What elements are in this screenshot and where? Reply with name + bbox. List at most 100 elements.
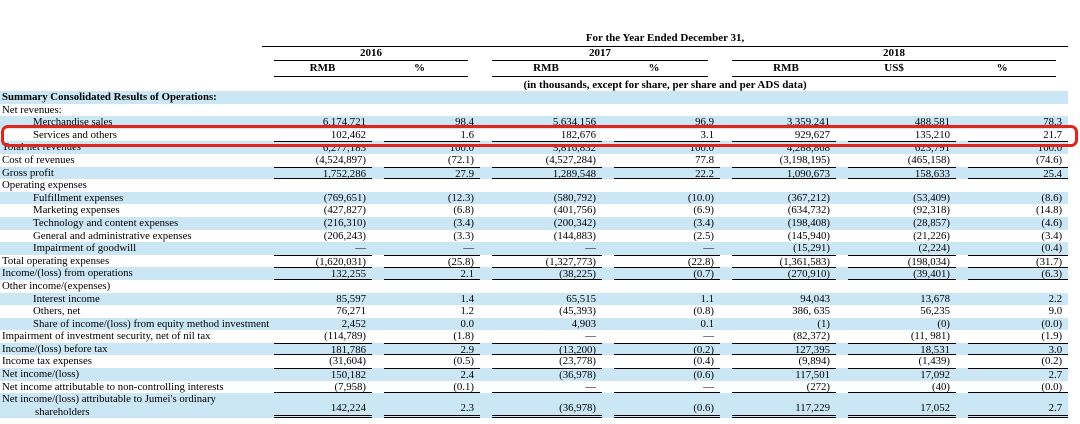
value-cell: 135,210 bbox=[836, 129, 956, 142]
units-group-2016: RMB % bbox=[262, 61, 480, 77]
cell-value: (144,883) bbox=[553, 229, 596, 242]
value-cell: (1.8) bbox=[372, 330, 480, 343]
value-cell: (0.8) bbox=[602, 305, 720, 318]
cell-value: (36,978) bbox=[492, 368, 602, 381]
value-cell: 5,816,832 bbox=[480, 141, 602, 154]
value-cell: — bbox=[372, 242, 480, 255]
value-cell: (2,224) bbox=[836, 242, 956, 255]
value-cell: 98.4 bbox=[372, 116, 480, 129]
cell-value: 3.0 bbox=[968, 342, 1069, 356]
value-cell: (198,034) bbox=[836, 254, 956, 268]
table-row: Interest income 85,597 1.4 65,515 1.1 94,043 1… bbox=[0, 292, 1069, 306]
value-cell: (36,978) bbox=[480, 393, 602, 419]
value-cell: 2.1 bbox=[372, 267, 480, 280]
cell-value: — bbox=[703, 330, 714, 343]
value-cell: (6.8) bbox=[372, 204, 480, 217]
table-row-highlighted: Services and others 102,462 1.6 182,676 3.1 9… bbox=[0, 129, 1068, 142]
value-cell: (1,439) bbox=[836, 355, 956, 368]
cell-value: (769,651) bbox=[323, 191, 366, 204]
value-cell: (12.3) bbox=[372, 192, 480, 205]
cell-value: 2.1 bbox=[384, 267, 480, 280]
cell-value: 78.3 bbox=[1043, 116, 1063, 129]
cell-value: (270,910) bbox=[732, 267, 836, 280]
cell-value: (200,342) bbox=[553, 216, 596, 229]
cell-value: 1,090,673 bbox=[732, 166, 836, 179]
value-cell: (53,409) bbox=[836, 192, 956, 205]
cell-value: 5,634,156 bbox=[552, 116, 596, 129]
table-row: General and administrative expenses (206,… bbox=[0, 230, 1068, 243]
value-cell: (23,778) bbox=[480, 355, 602, 368]
cell-value: (2,224) bbox=[918, 242, 950, 255]
cell-value: (45,393) bbox=[559, 305, 596, 318]
value-cell: 2.9 bbox=[372, 342, 480, 356]
cell-value: (4.6) bbox=[1041, 216, 1063, 229]
cell-value: (0.5) bbox=[453, 355, 474, 368]
value-cell: 1,752,286 bbox=[262, 166, 372, 179]
cell-value: (0.2) bbox=[1041, 355, 1063, 368]
table-row: Impairment of investment security, net o… bbox=[0, 330, 1068, 343]
value-cell: (427,827) bbox=[262, 204, 372, 217]
value-cell: 2.7 bbox=[956, 368, 1069, 381]
cell-value: 100.0 bbox=[968, 141, 1069, 154]
cell-value: (38,225) bbox=[492, 267, 602, 280]
cell-value: 150,182 bbox=[274, 368, 372, 381]
row-label: Cost of revenues bbox=[2, 153, 75, 166]
value-cell: 100.0 bbox=[602, 141, 720, 154]
cell-value: 0.1 bbox=[700, 317, 715, 330]
cell-value: 96.9 bbox=[695, 116, 714, 129]
value-cell: (40) bbox=[836, 381, 956, 394]
cell-value: 1.4 bbox=[460, 292, 475, 305]
cell-value: (74.6) bbox=[1036, 153, 1063, 166]
value-cell: (7,958) bbox=[262, 381, 372, 394]
cell-value: 2.2 bbox=[1048, 292, 1063, 305]
cell-value: (114,789) bbox=[324, 330, 366, 343]
value-cell: (92,318) bbox=[836, 204, 956, 217]
value-cell: (21,226) bbox=[836, 230, 956, 243]
row-label: Others, net bbox=[33, 305, 81, 318]
table-row: Total operating expenses (1,620,031) (25.8… bbox=[0, 254, 1069, 268]
row-label: Total net revenues bbox=[2, 141, 81, 154]
row-label: Income/(loss) from operations bbox=[2, 267, 133, 280]
cell-value: — bbox=[703, 242, 714, 255]
table-row: Technology and content expenses (216,310)… bbox=[0, 216, 1069, 230]
cell-value: 2,452 bbox=[341, 317, 366, 330]
table-row: Net income/(loss) 150,182 2.4 (36,978) (0.6)… bbox=[0, 368, 1069, 381]
table-body: Summary Consolidated Results of Operatio… bbox=[0, 91, 1069, 419]
cell-value: 1.2 bbox=[460, 305, 475, 318]
value-cell: (206,243) bbox=[262, 230, 372, 243]
cell-value: (216,310) bbox=[323, 216, 366, 229]
value-cell: 25.4 bbox=[956, 166, 1069, 179]
cell-value: 386, 635 bbox=[792, 305, 830, 318]
cell-value: (0.1) bbox=[384, 381, 480, 394]
cell-value: (0.6) bbox=[614, 402, 720, 419]
value-cell: (0.7) bbox=[602, 267, 720, 280]
value-cell: 150,182 bbox=[262, 368, 372, 381]
cell-value: 85,597 bbox=[336, 292, 366, 305]
cell-value: 102,462 bbox=[330, 128, 366, 141]
cell-value: 100.0 bbox=[614, 141, 720, 154]
value-cell: 117,229 bbox=[720, 393, 836, 419]
value-cell: (15,291) bbox=[720, 242, 836, 255]
value-cell: (38,225) bbox=[480, 267, 602, 280]
value-cell: 929,627 bbox=[720, 129, 836, 142]
table-row: Net revenues: bbox=[0, 104, 1068, 117]
value-cell: (4,527,284) bbox=[480, 154, 602, 167]
row-label: Impairment of goodwill bbox=[33, 242, 137, 255]
cell-value: 2.4 bbox=[384, 368, 480, 381]
row-label: Net revenues: bbox=[2, 103, 62, 116]
header-spacer bbox=[0, 26, 262, 47]
row-label: Income tax expenses bbox=[2, 355, 92, 368]
cell-value: (401,756) bbox=[553, 204, 596, 217]
cell-value: (0.4) bbox=[1041, 242, 1063, 255]
value-cell: 6,277,183 bbox=[262, 141, 372, 154]
value-cell: (14.8) bbox=[956, 204, 1068, 217]
cell-value: (36,978) bbox=[492, 402, 602, 419]
value-cell: (0.5) bbox=[372, 355, 480, 368]
value-cell: 18,531 bbox=[836, 342, 956, 356]
table-row: Net income/(loss) attributable to Jumei'… bbox=[0, 393, 1069, 419]
value-cell: (2.5) bbox=[602, 230, 720, 243]
cell-value: 27.9 bbox=[384, 166, 480, 179]
cell-value: (22.8) bbox=[614, 254, 720, 268]
cell-value: — bbox=[463, 242, 474, 255]
value-cell: (6.9) bbox=[602, 204, 720, 217]
